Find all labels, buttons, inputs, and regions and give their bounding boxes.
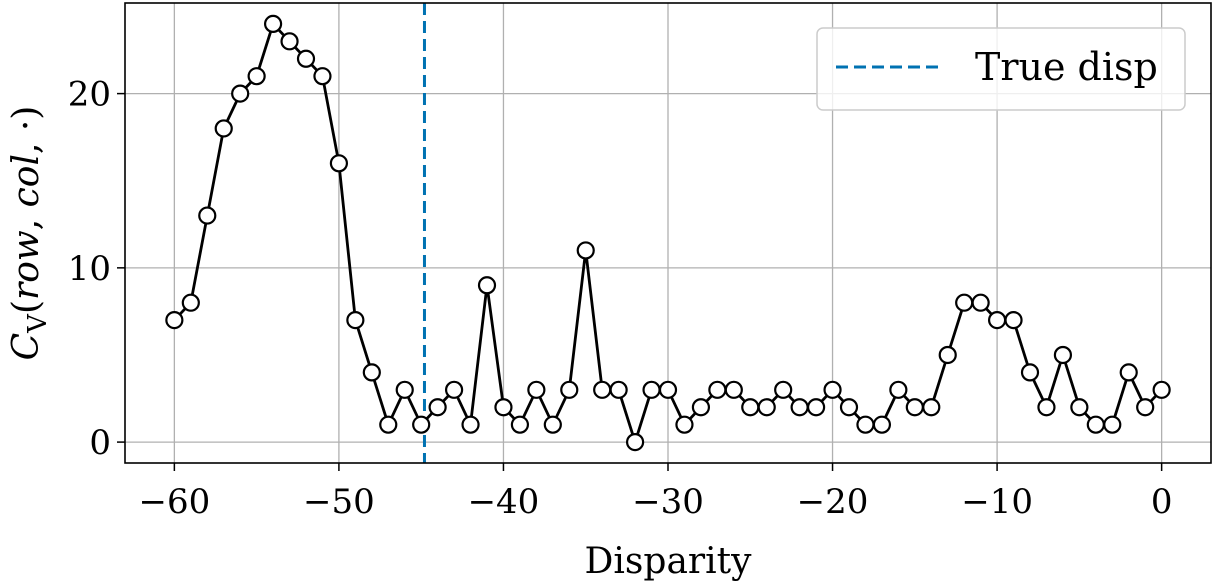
data-point <box>510 415 530 434</box>
data-point <box>428 398 447 417</box>
data-point <box>263 14 283 34</box>
data-point <box>214 119 233 138</box>
data-point <box>1020 363 1040 382</box>
data-point <box>412 415 431 434</box>
y-label-paren-open: ( <box>6 300 47 314</box>
data-point <box>560 380 579 399</box>
data-point <box>494 398 513 417</box>
data-point <box>296 49 316 68</box>
data-point <box>1070 398 1089 417</box>
data-point <box>823 380 842 399</box>
data-point <box>790 398 809 417</box>
data-point <box>839 398 859 417</box>
data-point <box>955 293 974 312</box>
data-point <box>329 154 349 173</box>
series-layer <box>165 14 1171 452</box>
data-point <box>477 276 497 295</box>
data-point <box>576 241 595 260</box>
data-point <box>741 398 760 417</box>
data-point <box>1152 380 1171 399</box>
data-point <box>938 345 957 365</box>
data-point <box>708 380 727 399</box>
data-point <box>806 398 826 417</box>
legend: True disp <box>816 27 1186 111</box>
data-point <box>198 206 217 225</box>
data-point <box>774 380 793 399</box>
x-tick-label: 0 <box>1151 482 1173 522</box>
data-point <box>922 398 941 417</box>
ticks: −60 −50 −40 −30 −20 −10 0 0 10 20 <box>68 75 1173 522</box>
y-axis-label: CV(row, col, ·) <box>6 106 53 361</box>
data-point <box>625 432 645 452</box>
data-point <box>1103 415 1122 434</box>
data-point <box>1053 345 1073 365</box>
data-point <box>313 67 332 86</box>
y-tick-label: 0 <box>89 423 111 463</box>
data-point <box>757 398 776 417</box>
data-point <box>1086 415 1105 434</box>
data-point <box>231 84 250 103</box>
data-point <box>543 415 562 434</box>
data-point <box>346 311 365 330</box>
x-tick-label: −30 <box>632 482 704 522</box>
data-point <box>444 380 464 399</box>
data-point <box>379 415 398 434</box>
data-point <box>527 380 546 399</box>
data-point <box>724 380 743 399</box>
data-point <box>181 293 200 312</box>
data-point <box>987 311 1007 330</box>
data-point <box>1119 363 1138 382</box>
y-label-paren-close: ) <box>6 106 47 120</box>
y-tick-label: 10 <box>68 249 111 289</box>
data-point <box>280 32 299 51</box>
data-point <box>593 380 612 399</box>
data-point <box>1136 398 1155 417</box>
y-tick-label: 20 <box>68 75 111 115</box>
y-label-row: row <box>6 230 47 300</box>
data-point <box>247 67 266 86</box>
legend-label: True disp <box>975 45 1158 89</box>
y-label-sub: V <box>23 313 53 334</box>
x-tick-label: −20 <box>797 482 869 522</box>
data-point <box>658 380 678 399</box>
data-point <box>461 415 480 434</box>
data-point <box>642 380 661 399</box>
data-point <box>889 380 908 399</box>
x-axis-label: Disparity <box>585 541 753 582</box>
data-point <box>872 415 892 434</box>
x-tick-label: −50 <box>303 482 375 522</box>
y-label-dot: · <box>6 120 47 131</box>
data-point <box>395 380 414 399</box>
legend-box <box>816 27 1186 111</box>
y-label-comma-1: , <box>6 207 47 230</box>
y-label-col: col <box>6 154 47 207</box>
data-point <box>1037 398 1056 417</box>
data-point <box>675 415 694 434</box>
x-tick-label: −60 <box>138 482 210 522</box>
data-point <box>609 380 628 399</box>
data-point <box>1004 311 1023 330</box>
y-label-comma-2: , <box>6 131 47 154</box>
data-point <box>362 363 381 382</box>
data-point <box>856 415 875 434</box>
data-point <box>165 311 184 330</box>
y-label-c: C <box>6 333 47 361</box>
svg-text:CV(row, col, ·): CV(row, col, ·) <box>6 106 53 361</box>
x-tick-label: −10 <box>961 482 1033 522</box>
data-point <box>905 398 924 417</box>
data-point <box>971 293 990 312</box>
data-point <box>691 398 711 417</box>
x-tick-label: −40 <box>468 482 540 522</box>
